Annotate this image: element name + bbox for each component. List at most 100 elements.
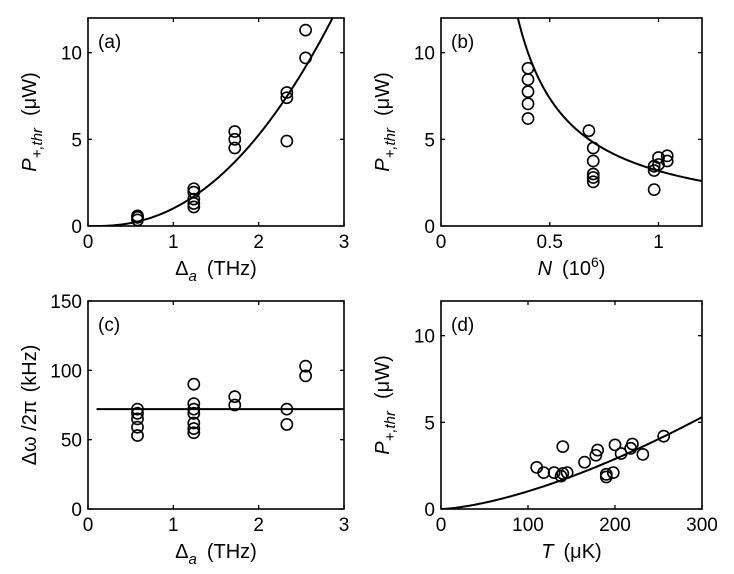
y-axis-symbol: P xyxy=(372,158,394,172)
data-point xyxy=(228,141,242,155)
data-point xyxy=(187,397,201,411)
data-point xyxy=(187,182,201,196)
panel-label-d: (d) xyxy=(451,315,474,336)
data-point xyxy=(652,151,665,164)
data-point xyxy=(608,438,622,452)
data-point xyxy=(582,124,596,138)
axes-frame-b xyxy=(440,17,703,227)
data-point xyxy=(586,141,600,155)
data-point xyxy=(636,447,650,461)
panel-a: 0 1 2 3 0 5 10 (a) Δa (THz) P+,thr (μW) xyxy=(19,17,349,285)
x-axis-symbol: Δ xyxy=(175,258,188,280)
data-point xyxy=(131,402,144,416)
y-tick-label: 0 xyxy=(424,500,435,521)
data-point xyxy=(131,412,144,426)
x-axis-unit: (μK) xyxy=(564,541,602,563)
data-point xyxy=(599,467,613,481)
data-point xyxy=(299,23,312,37)
y-axis-label-d: P+,thr (μW) xyxy=(372,355,399,455)
data-point xyxy=(187,422,201,435)
y-axis-label-b: P+,thr (μW) xyxy=(372,72,399,172)
y-axis-unit: (μW) xyxy=(19,72,41,116)
x-tick-label: 0 xyxy=(83,232,94,253)
data-point xyxy=(280,402,294,416)
data-point xyxy=(660,149,674,163)
y-axis-subscript: +,thr xyxy=(382,127,399,158)
axes-frame-c xyxy=(87,300,345,510)
data-point xyxy=(652,158,665,171)
data-point xyxy=(586,154,600,168)
axes-frame-d xyxy=(440,300,703,510)
data-point xyxy=(299,51,312,65)
data-point xyxy=(280,86,294,99)
x-tick-label: 200 xyxy=(599,515,631,536)
fit-curve-a xyxy=(88,18,334,226)
data-point xyxy=(280,134,294,148)
x-axis-unit: (10 xyxy=(562,258,591,280)
y-tick-label: 5 xyxy=(424,413,435,434)
data-point xyxy=(657,429,671,443)
x-axis-superscript: 6 xyxy=(591,254,599,270)
x-tick-label: 1 xyxy=(168,515,179,536)
data-point xyxy=(586,167,600,181)
data-point xyxy=(299,369,312,383)
data-point xyxy=(131,406,144,420)
x-axis-unit: (THz) xyxy=(207,258,257,280)
data-point xyxy=(660,154,674,168)
y-axis-unit: (kHz) xyxy=(19,345,41,393)
y-axis-unit: (μW) xyxy=(372,355,394,399)
data-point xyxy=(521,85,535,99)
data-point xyxy=(586,171,600,184)
y-tick-label: 10 xyxy=(414,44,435,65)
data-point xyxy=(591,443,604,457)
data-point xyxy=(228,398,242,412)
data-point xyxy=(187,402,201,416)
x-axis-label-b: N (106) xyxy=(538,254,606,280)
y-tick-label: 0 xyxy=(71,217,82,238)
y-tick-label: 5 xyxy=(71,130,82,151)
fit-curve-b xyxy=(516,18,702,183)
x-tick-label: 0 xyxy=(83,515,94,536)
y-tick-label: 0 xyxy=(71,500,82,521)
x-axis-label-d: T (μK) xyxy=(541,541,601,563)
y-tick-label: 100 xyxy=(50,361,82,382)
data-point xyxy=(228,390,242,404)
panel-d: 0 100 200 300 0 5 10 (d) T (μK) P+,thr (μW) xyxy=(372,300,718,563)
y-tick-label: 150 xyxy=(50,292,82,313)
x-tick-label: 100 xyxy=(512,515,544,536)
data-point xyxy=(556,440,570,453)
data-point xyxy=(228,132,242,146)
panel-label-a: (a) xyxy=(98,32,121,53)
x-tick-label: 3 xyxy=(339,515,350,536)
data-point xyxy=(554,469,568,483)
data-point xyxy=(614,447,628,460)
x-tick-label: 0.5 xyxy=(537,232,563,253)
y-axis-label-c: Δω /2π (kHz) xyxy=(19,345,41,466)
axes-frame-a xyxy=(87,17,345,227)
data-point xyxy=(547,466,561,479)
y-axis-symbol: P xyxy=(372,441,394,455)
x-axis-unit: (THz) xyxy=(207,541,257,563)
x-tick-label: 0 xyxy=(436,515,447,536)
data-point xyxy=(586,175,600,189)
x-tick-label: 1 xyxy=(653,232,664,253)
x-axis-label-c: Δa (THz) xyxy=(175,541,257,568)
y-axis-symbol: Δω /2π xyxy=(19,400,41,465)
data-point xyxy=(626,437,639,451)
data-point xyxy=(647,183,661,196)
data-point xyxy=(299,359,312,373)
data-point xyxy=(187,406,201,420)
x-axis-symbol: N xyxy=(538,258,553,280)
panel-label-b: (b) xyxy=(451,32,474,53)
y-tick-label: 0 xyxy=(424,217,435,238)
x-tick-label: 2 xyxy=(253,232,264,253)
x-axis-symbol: Δ xyxy=(175,541,188,563)
data-point xyxy=(521,112,535,125)
y-tick-label: 5 xyxy=(424,130,435,151)
y-tick-label: 50 xyxy=(61,431,82,452)
x-tick-label: 300 xyxy=(686,515,718,536)
x-axis-symbol: T xyxy=(541,541,555,563)
